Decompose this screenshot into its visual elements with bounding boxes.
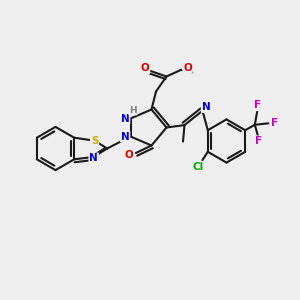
Text: F: F xyxy=(271,118,278,128)
Text: O: O xyxy=(183,62,192,73)
Text: N: N xyxy=(202,102,211,112)
Text: F: F xyxy=(254,100,261,110)
Text: O: O xyxy=(125,150,134,161)
Text: N: N xyxy=(121,131,130,142)
Text: F: F xyxy=(255,136,262,146)
Text: N: N xyxy=(89,153,98,164)
Text: H: H xyxy=(129,106,137,115)
Text: S: S xyxy=(91,136,98,146)
Text: N: N xyxy=(121,113,130,124)
Text: O: O xyxy=(140,63,149,73)
Text: Cl: Cl xyxy=(192,162,203,172)
